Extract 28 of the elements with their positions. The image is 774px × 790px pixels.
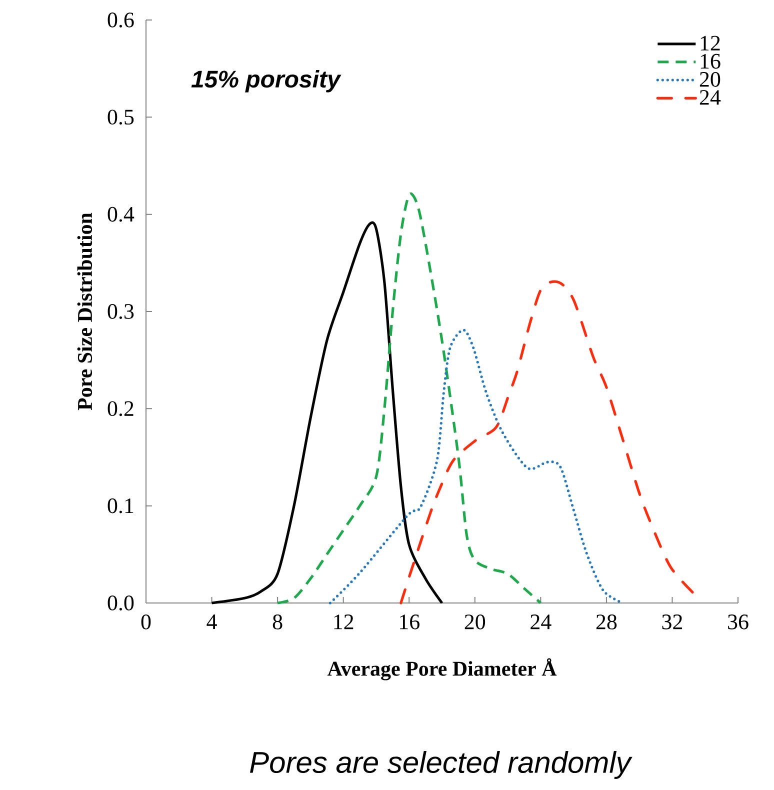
line-series [210,222,444,604]
x-tick-label: 32 [662,614,682,630]
line-series [276,194,542,604]
y-tick-label: 0.6 [108,12,134,28]
x-tick-label: 4 [206,614,217,630]
x-tick-label: 20 [464,614,486,630]
text: Pores are selected randomly [250,751,632,779]
x-axis-title: Average Pore Diameter Å [327,658,557,680]
x-tick-label: 28 [596,614,617,630]
x-tick-label: 24 [530,614,552,630]
y-tick-label: 0.1 [108,498,134,514]
x-tick-label: 12 [334,614,354,630]
y-tick-label: 0.2 [108,401,134,416]
y-axis-title: Pore Size Distribution [77,212,92,410]
x-tick-label: 36 [728,614,748,630]
x-tick-label: 16 [400,614,420,630]
y-tick-label: 0.4 [108,206,134,222]
line-series [400,280,695,604]
annotation: 15% porosity [191,70,342,92]
x-tick-label: 0 [141,614,151,630]
legend-label: 24 [700,90,721,105]
x-tick-label: 8 [272,614,282,630]
y-tick-label: 0.0 [108,596,134,610]
y-tick-label: 0.3 [108,304,134,319]
legend-label: 20 [700,72,720,87]
legend-label: 16 [700,54,720,69]
legend-label: 12 [700,36,720,50]
y-tick-label: 0.5 [108,110,134,125]
